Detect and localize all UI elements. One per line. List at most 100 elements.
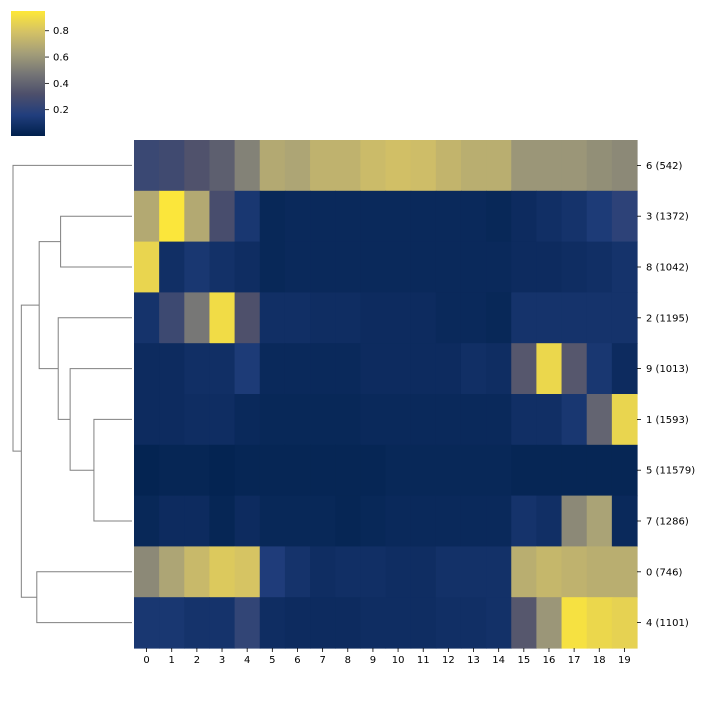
heatmap-cell	[460, 495, 487, 547]
heatmap-cell	[259, 597, 286, 649]
heatmap-cell	[385, 444, 412, 497]
heatmap-cell	[536, 292, 563, 344]
heatmap-cell	[284, 546, 311, 598]
heatmap-cell	[209, 495, 236, 547]
heatmap-cell	[486, 495, 512, 547]
heatmap-cell	[611, 444, 638, 497]
heatmap-cell	[134, 292, 160, 344]
heatmap-cell	[611, 495, 638, 547]
heatmap-cell	[536, 597, 563, 649]
heatmap-cell	[310, 241, 336, 293]
heatmap-cell	[460, 343, 487, 395]
heatmap-cell	[284, 343, 311, 395]
heatmap-grid	[134, 140, 638, 649]
heatmap-cell	[335, 140, 361, 192]
heatmap-cell	[310, 190, 336, 243]
heatmap-cell	[134, 495, 160, 547]
heatmap-cell	[209, 241, 236, 293]
heatmap-cell	[460, 190, 487, 243]
heatmap-cell	[460, 292, 487, 344]
heatmap-cell	[259, 394, 286, 446]
heatmap-cell	[511, 140, 537, 192]
heatmap-cell	[561, 140, 588, 192]
dendrogram-link	[60, 215, 132, 268]
heatmap-cell	[435, 546, 462, 598]
colorbar-tick-label: 0.6	[53, 53, 69, 64]
y-tick-label: 8 (1042)	[646, 263, 689, 274]
heatmap-cell	[310, 343, 336, 395]
y-tick-label: 7 (1286)	[646, 517, 689, 528]
heatmap-cell	[360, 292, 387, 344]
heatmap-cell	[511, 343, 537, 395]
heatmap-cell	[410, 140, 437, 192]
heatmap-cell	[234, 394, 261, 446]
heatmap-cell	[536, 495, 563, 547]
heatmap-cell	[586, 597, 613, 649]
x-tick-label: 3	[219, 655, 225, 666]
heatmap-cell	[234, 190, 261, 243]
heatmap-cell	[435, 495, 462, 547]
heatmap-cell	[134, 190, 160, 243]
heatmap-cell	[134, 394, 160, 446]
heatmap-cell	[536, 444, 563, 497]
x-tick-label: 2	[194, 655, 200, 666]
heatmap-cell	[134, 597, 160, 649]
heatmap-cell	[460, 444, 487, 497]
heatmap-cell	[159, 597, 185, 649]
heatmap-cell	[184, 597, 211, 649]
heatmap-cell	[134, 546, 160, 598]
heatmap-cell	[435, 292, 462, 344]
heatmap-cell	[435, 444, 462, 497]
heatmap-cell	[611, 546, 638, 598]
heatmap-cell	[234, 140, 261, 192]
heatmap-cell	[335, 444, 361, 497]
heatmap-cell	[460, 241, 487, 293]
y-tick-label: 0 (746)	[646, 567, 683, 578]
heatmap-cell	[410, 241, 437, 293]
heatmap-cell	[159, 190, 185, 243]
heatmap-cell	[460, 546, 487, 598]
x-tick-label: 15	[517, 655, 530, 666]
y-tick-label: 4 (1101)	[646, 618, 689, 629]
heatmap-cell	[385, 343, 412, 395]
heatmap-cell	[259, 444, 286, 497]
heatmap-cell	[511, 190, 537, 243]
y-tick-label: 5 (11579)	[646, 466, 695, 477]
x-tick-label: 0	[143, 655, 149, 666]
y-tick-label: 6 (542)	[646, 161, 683, 172]
heatmap-cell	[284, 597, 311, 649]
heatmap-cell	[360, 241, 387, 293]
x-tick-label: 14	[492, 655, 505, 666]
heatmap-cell	[536, 241, 563, 293]
heatmap-cell	[435, 597, 462, 649]
x-tick-label: 17	[568, 655, 581, 666]
dendrogram-link	[93, 418, 132, 522]
heatmap-cell	[536, 343, 563, 395]
heatmap-cell	[335, 343, 361, 395]
x-tick-label: 16	[543, 655, 556, 666]
heatmap-cell	[159, 292, 185, 344]
heatmap-cell	[511, 495, 537, 547]
heatmap-cell	[159, 394, 185, 446]
heatmap-cell	[511, 546, 537, 598]
heatmap-cell	[360, 546, 387, 598]
heatmap-cell	[360, 495, 387, 547]
heatmap-cell	[159, 444, 185, 497]
heatmap-cell	[586, 546, 613, 598]
x-tick-label: 18	[593, 655, 606, 666]
heatmap-cell	[486, 190, 512, 243]
heatmap-cell	[385, 546, 412, 598]
colorbar-tick-label: 0.8	[53, 26, 69, 37]
heatmap-cell	[134, 140, 160, 192]
heatmap-cell	[586, 343, 613, 395]
heatmap-cell	[234, 241, 261, 293]
y-tick-label: 3 (1372)	[646, 212, 689, 223]
heatmap-cell	[184, 190, 211, 243]
heatmap-cell	[611, 190, 638, 243]
heatmap-cell	[360, 597, 387, 649]
heatmap-cell	[335, 597, 361, 649]
heatmap-cell	[209, 394, 236, 446]
heatmap-cell	[435, 343, 462, 395]
heatmap-cell	[134, 343, 160, 395]
